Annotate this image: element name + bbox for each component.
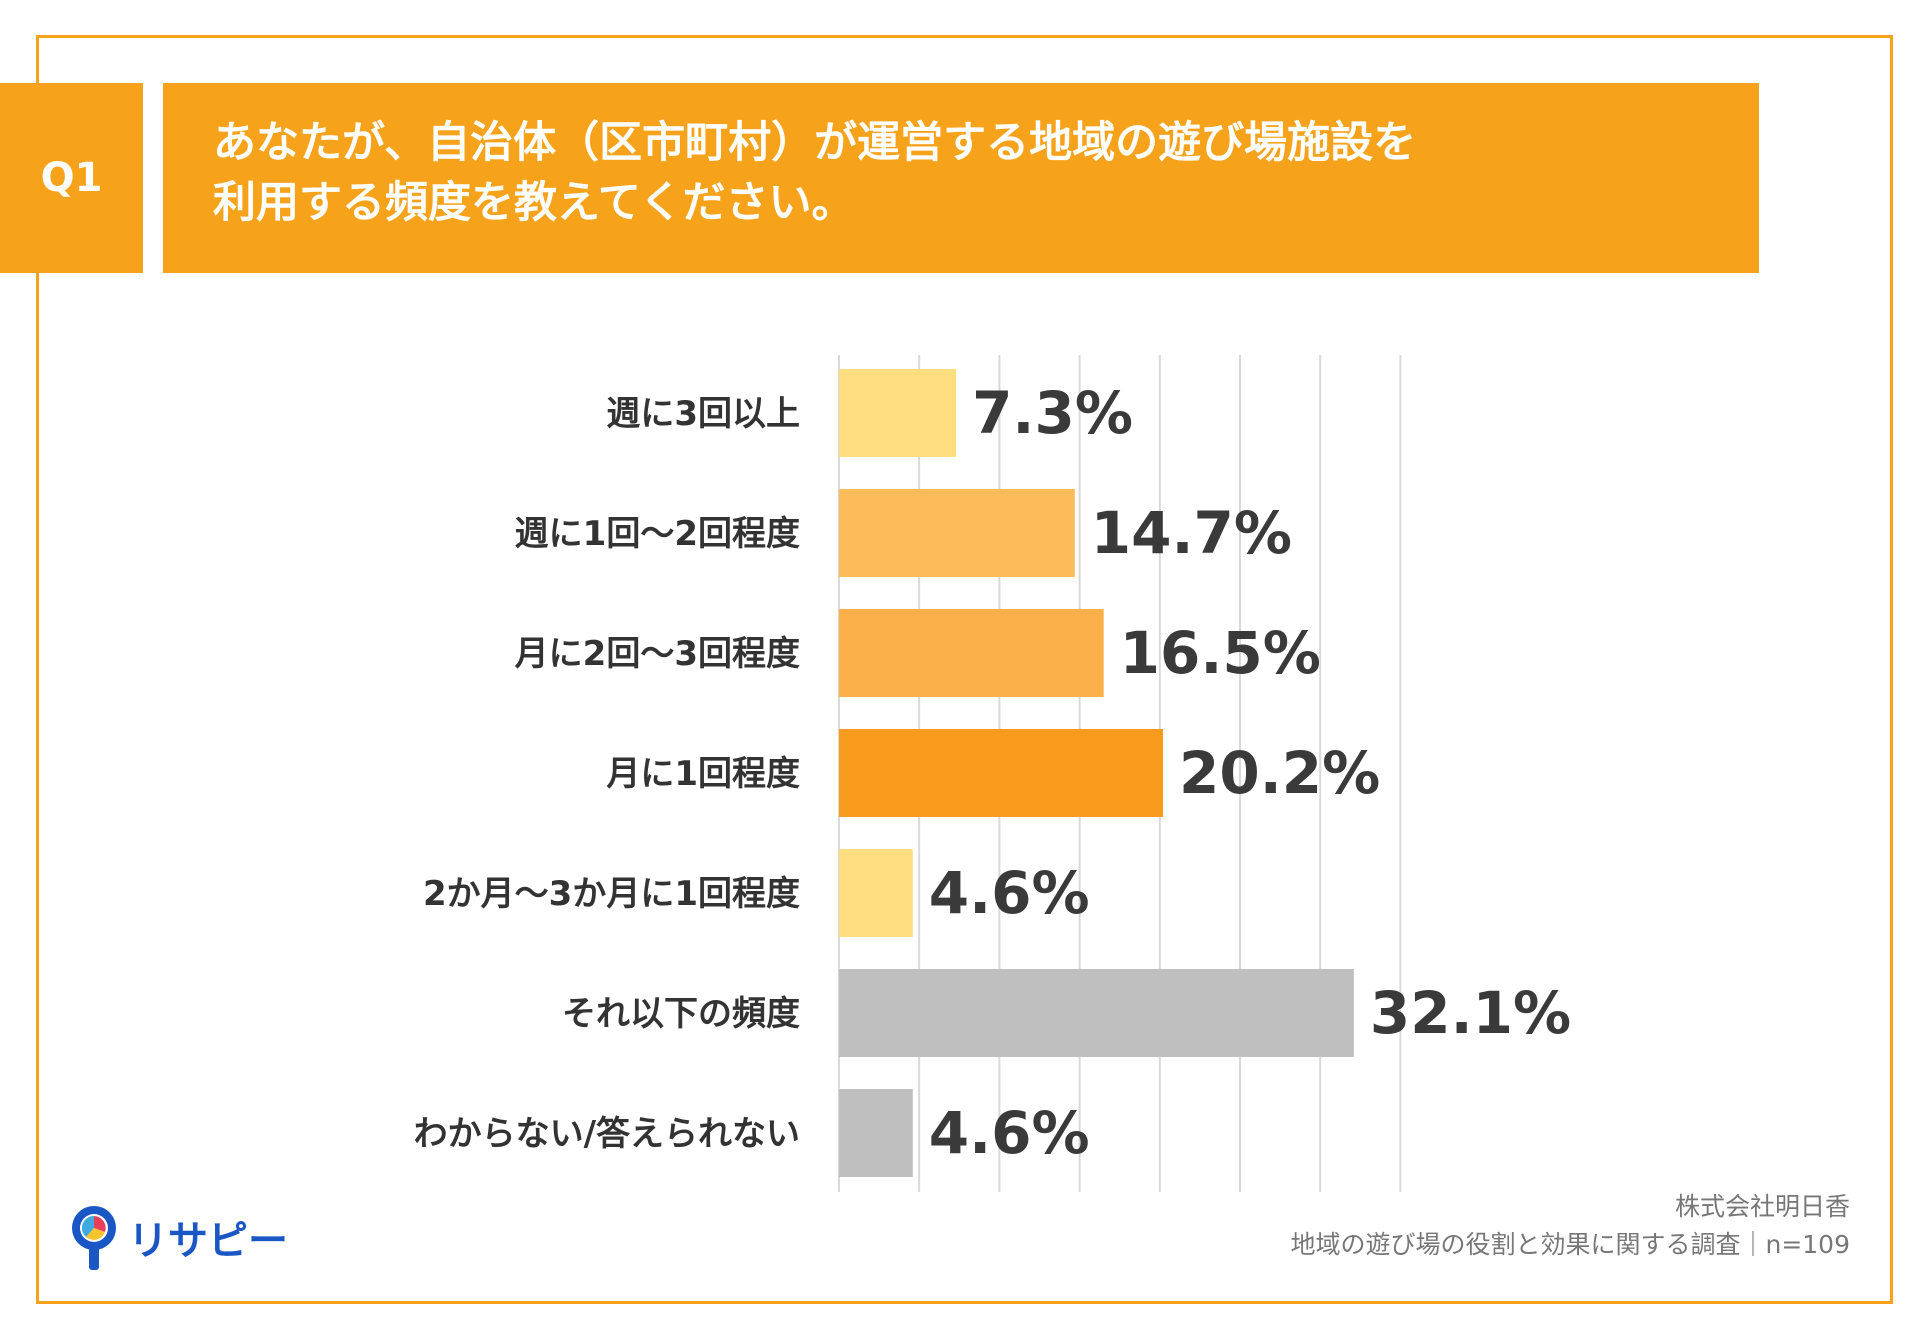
bar xyxy=(839,969,1354,1057)
value-label: 4.6% xyxy=(929,859,1090,927)
chart-footer: 株式会社明日香 地域の遊び場の役割と効果に関する調査｜n=109 xyxy=(1290,1188,1850,1264)
bar xyxy=(839,609,1104,697)
category-label: 月に1回程度 xyxy=(606,754,800,794)
bar xyxy=(839,1089,913,1177)
chart-frame xyxy=(36,35,1893,1304)
question-title-box: あなたが、自治体（区市町村）が運営する地域の遊び場施設を 利用する頻度を教えてく… xyxy=(163,83,1759,273)
category-label: それ以下の頻度 xyxy=(562,994,800,1034)
footer-company: 株式会社明日香 xyxy=(1674,1192,1850,1221)
category-label: 2か月〜3か月に1回程度 xyxy=(423,874,800,914)
footer-survey-info: 地域の遊び場の役割と効果に関する調査｜n=109 xyxy=(1290,1230,1850,1259)
bar xyxy=(839,489,1075,577)
question-number: Q1 xyxy=(40,155,103,201)
value-label: 7.3% xyxy=(972,379,1133,447)
question-number-badge: Q1 xyxy=(0,83,143,273)
question-title-line-2: 利用する頻度を教えてください。 xyxy=(213,178,855,228)
value-label: 14.7% xyxy=(1091,499,1292,567)
category-label: 月に2回〜3回程度 xyxy=(515,634,800,674)
question-title-line-1: あなたが、自治体（区市町村）が運営する地域の遊び場施設を xyxy=(213,118,1417,168)
value-label: 4.6% xyxy=(929,1099,1090,1167)
bar xyxy=(839,729,1164,817)
value-label: 16.5% xyxy=(1120,619,1321,687)
logo-pin-icon xyxy=(72,1206,116,1270)
risapy-logo: リサピー xyxy=(72,1206,288,1270)
category-label: 週に3回以上 xyxy=(606,394,800,434)
chart-bars xyxy=(839,369,1354,1177)
value-label: 20.2% xyxy=(1179,739,1380,807)
category-label: 週に1回〜2回程度 xyxy=(515,514,800,554)
chart-value-labels: 7.3% 14.7% 16.5% 20.2% 4.6% 32.1% 4.6% xyxy=(929,379,1571,1167)
logo-wordmark: リサピー xyxy=(128,1218,288,1264)
value-label: 32.1% xyxy=(1370,979,1571,1047)
bar xyxy=(839,369,957,457)
bar xyxy=(839,849,913,937)
category-label: わからない/答えられない xyxy=(414,1114,800,1154)
